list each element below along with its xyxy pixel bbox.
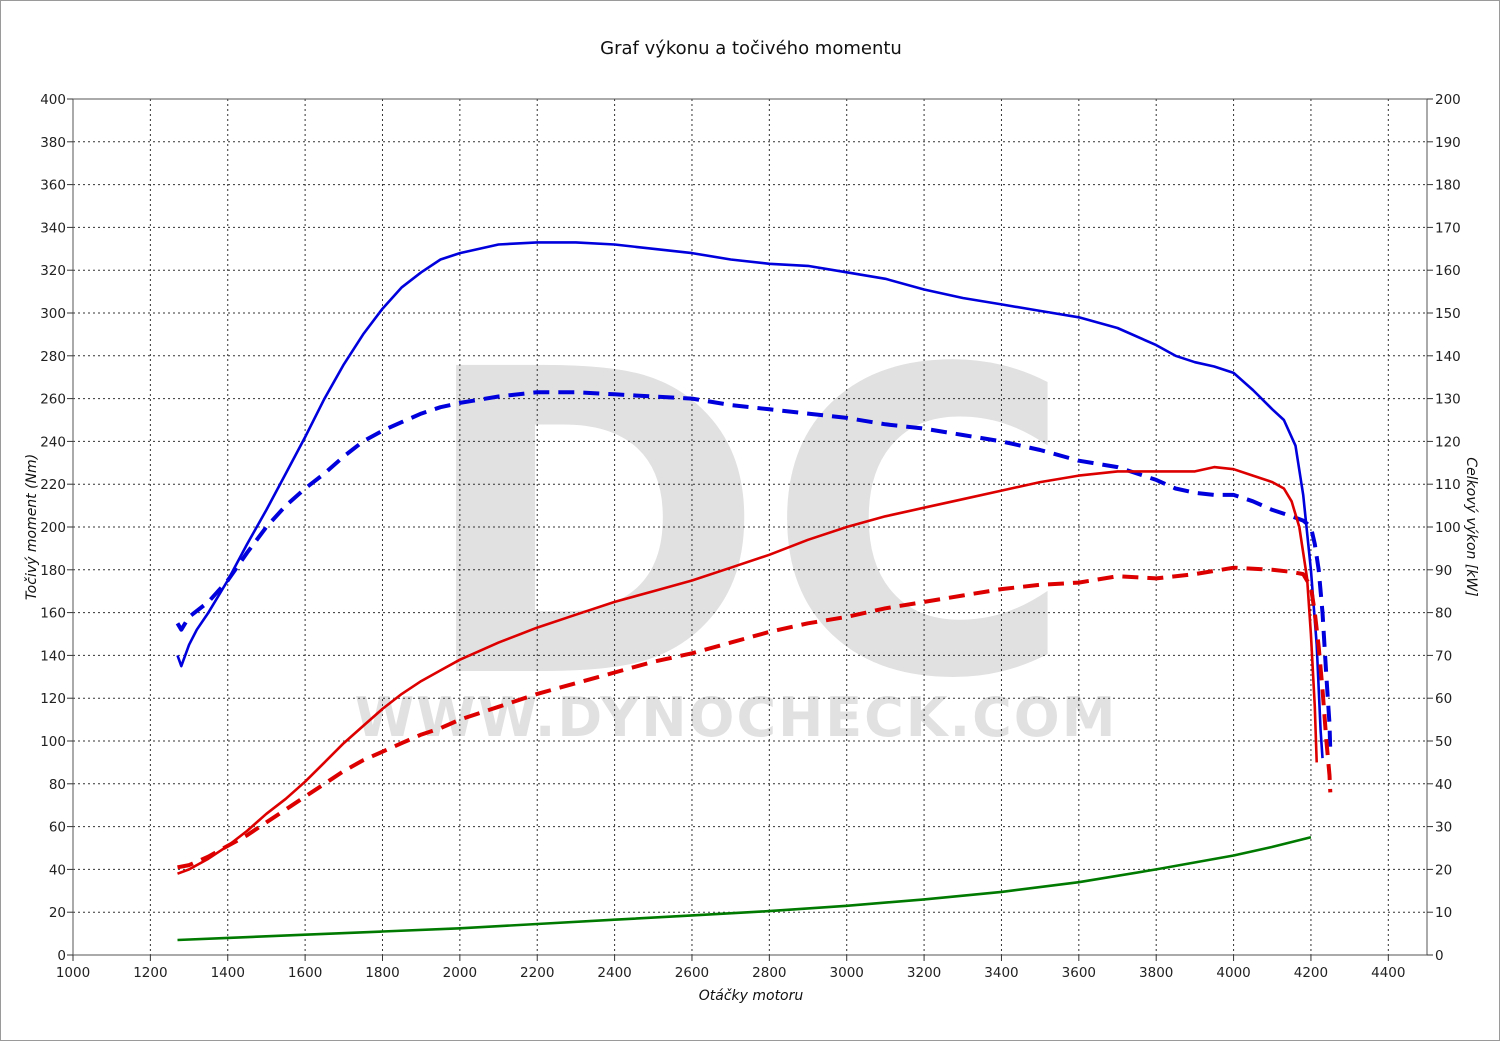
y-axis-right-label: Celkový výkon [kW] — [1463, 457, 1479, 596]
y-right-tick-label: 190 — [1435, 135, 1461, 151]
y-left-tick-label: 360 — [40, 178, 66, 194]
y-right-tick-label: 80 — [1435, 606, 1452, 622]
y-right-tick-label: 170 — [1435, 220, 1461, 236]
y-left-tick-label: 300 — [40, 306, 66, 322]
y-left-tick-label: 400 — [40, 92, 66, 108]
y-right-tick-label: 90 — [1435, 563, 1452, 579]
x-tick-label: 2200 — [520, 965, 554, 981]
x-tick-label: 2800 — [752, 965, 786, 981]
y-right-tick-label: 130 — [1435, 392, 1461, 408]
y-left-tick-label: 140 — [40, 648, 66, 664]
x-axis-label: Otáčky motoru — [699, 988, 804, 1004]
y-right-tick-label: 10 — [1435, 905, 1452, 921]
x-tick-label: 2000 — [443, 965, 477, 981]
y-left-tick-label: 180 — [40, 563, 66, 579]
y-right-tick-label: 140 — [1435, 349, 1461, 365]
y-right-tick-label: 180 — [1435, 178, 1461, 194]
y-left-tick-label: 80 — [49, 777, 66, 793]
y-left-tick-label: 280 — [40, 349, 66, 365]
y-right-tick-label: 40 — [1435, 777, 1452, 793]
y-left-tick-label: 320 — [40, 263, 66, 279]
y-right-tick-label: 100 — [1435, 520, 1461, 536]
y-left-tick-label: 40 — [49, 862, 66, 878]
y-right-tick-label: 110 — [1435, 477, 1461, 493]
x-tick-label: 3200 — [907, 965, 941, 981]
y-right-tick-label: 30 — [1435, 820, 1452, 836]
y-axis-left-label: Točivý moment (Nm) — [24, 454, 40, 600]
y-left-tick-label: 20 — [49, 905, 66, 921]
series-line-5 — [177, 836, 1312, 942]
y-right-tick-label: 200 — [1435, 92, 1461, 108]
grid — [73, 99, 1427, 955]
axis-ticks: 1000 1200 1400 1600 1800 2000 2200 2400 2600 2800… — [40, 92, 1461, 981]
y-left-tick-label: 160 — [40, 606, 66, 622]
y-left-tick-label: 120 — [40, 691, 66, 707]
y-left-tick-label: 260 — [40, 392, 66, 408]
y-right-tick-label: 60 — [1435, 691, 1452, 707]
y-right-tick-label: 70 — [1435, 648, 1452, 664]
x-tick-label: 2600 — [675, 965, 709, 981]
y-right-tick-label: 150 — [1435, 306, 1461, 322]
y-right-tick-label: 50 — [1435, 734, 1452, 750]
x-tick-label: 2400 — [597, 965, 631, 981]
x-tick-label: 3800 — [1139, 965, 1173, 981]
series-line-2 — [175, 390, 1333, 752]
x-tick-label: 3000 — [830, 965, 864, 981]
series-line-4 — [177, 565, 1333, 870]
y-left-tick-label: 0 — [57, 948, 66, 964]
x-tick-label: 1600 — [288, 965, 322, 981]
x-tick-label: 4400 — [1371, 965, 1405, 981]
y-right-tick-label: 0 — [1435, 948, 1444, 964]
chart-title: Graf výkonu a točivého momentu — [600, 38, 902, 59]
y-right-tick-label: 120 — [1435, 434, 1461, 450]
series-group — [175, 241, 1333, 942]
x-tick-label: 4000 — [1216, 965, 1250, 981]
y-left-tick-label: 380 — [40, 135, 66, 151]
y-right-tick-label: 20 — [1435, 862, 1452, 878]
x-tick-label: 1000 — [56, 965, 90, 981]
watermark-url: WWW.DYNOCHECK.COM — [355, 686, 1118, 749]
y-left-tick-label: 200 — [40, 520, 66, 536]
x-tick-label: 1200 — [133, 965, 167, 981]
x-tick-label: 3400 — [984, 965, 1018, 981]
y-left-tick-label: 60 — [49, 820, 66, 836]
x-tick-label: 1800 — [365, 965, 399, 981]
y-left-tick-label: 100 — [40, 734, 66, 750]
series-line-1 — [176, 241, 1324, 759]
y-right-tick-label: 160 — [1435, 263, 1461, 279]
y-left-tick-label: 220 — [40, 477, 66, 493]
series-line-3 — [177, 465, 1318, 875]
y-left-tick-label: 340 — [40, 220, 66, 236]
y-left-tick-label: 240 — [40, 434, 66, 450]
x-tick-label: 1400 — [211, 965, 245, 981]
x-tick-label: 4200 — [1294, 965, 1328, 981]
x-tick-label: 3600 — [1062, 965, 1096, 981]
